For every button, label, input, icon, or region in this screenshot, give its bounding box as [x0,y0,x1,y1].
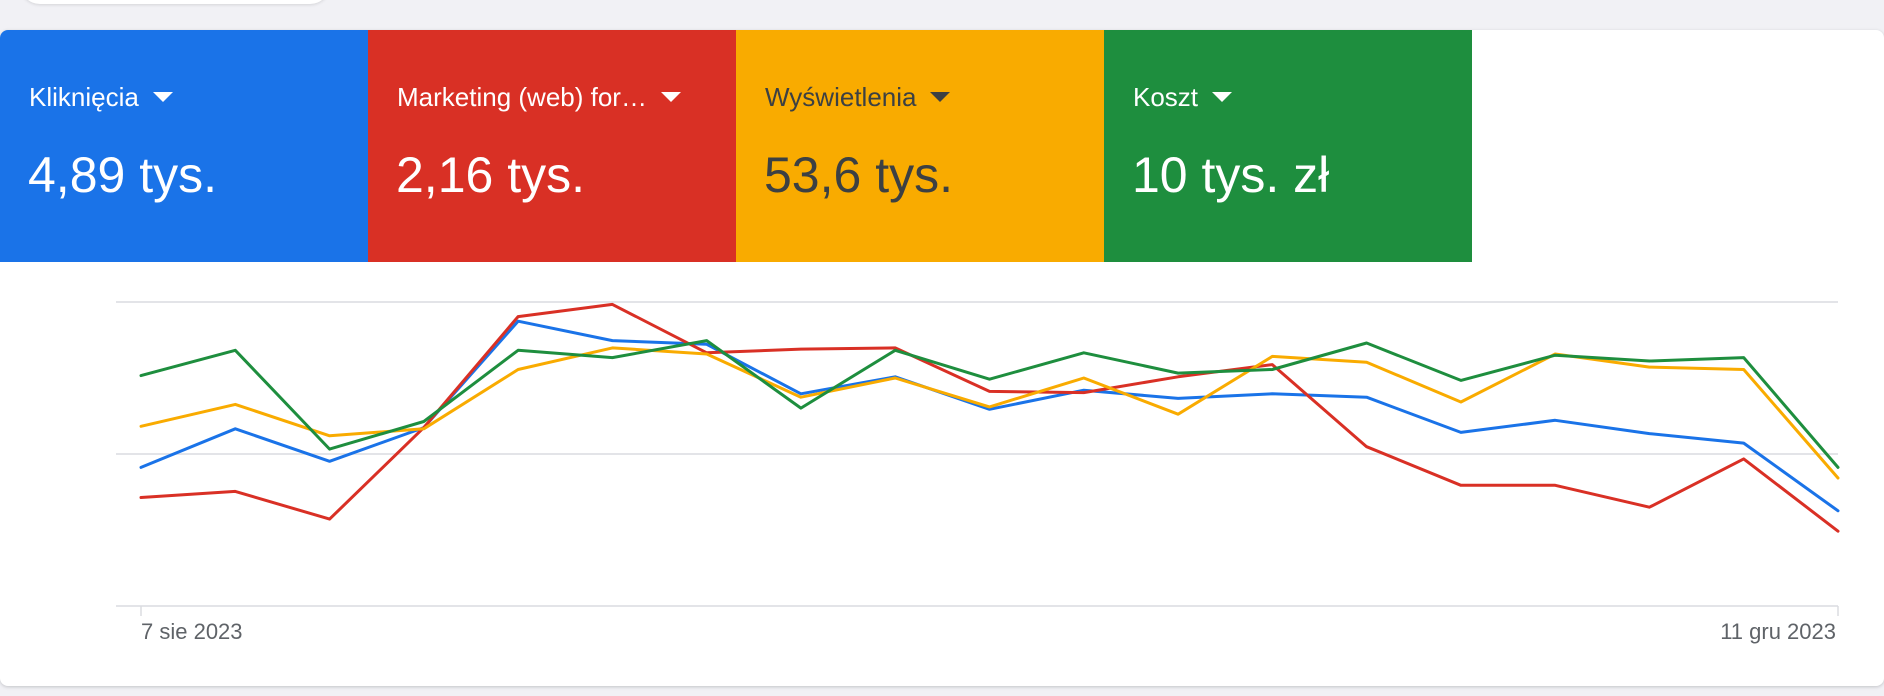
line-chart: 7 sie 2023 11 gru 2023 [116,301,1840,644]
metric-value: 4,89 tys. [28,147,217,203]
performance-card: Kliknięcia 4,89 tys. Marketing (web) for… [0,30,1884,686]
dropdown-caret-icon[interactable] [152,92,173,102]
dropdown-caret-icon[interactable] [1212,92,1233,102]
metric-label: Wyświetlenia [765,82,917,112]
dropdown-caret-icon[interactable] [930,92,951,102]
metric-label: Koszt [1133,82,1199,112]
dropdown-caret-icon[interactable] [660,92,681,102]
series-line-1 [139,302,1840,533]
x-tick-label: 7 sie 2023 [141,619,243,644]
metric-tile-cost[interactable]: Koszt 10 tys. zł [1104,30,1472,262]
metric-header[interactable]: Kliknięcia [29,82,173,112]
top-tab [20,0,330,4]
metric-header[interactable]: Marketing (web) for… [397,82,681,112]
series-line-2 [139,346,1840,480]
metric-header[interactable]: Koszt [1133,82,1233,112]
series-line-0 [139,319,1840,513]
series-line-3 [139,339,1840,469]
metric-tile-marketing[interactable]: Marketing (web) for… 2,16 tys. [368,30,736,262]
metric-value: 53,6 tys. [764,147,953,203]
metric-tile-impressions[interactable]: Wyświetlenia 53,6 tys. [736,30,1104,262]
metric-value: 2,16 tys. [396,147,585,203]
metric-header[interactable]: Wyświetlenia [765,82,951,112]
metric-tile-clicks[interactable]: Kliknięcia 4,89 tys. [0,30,368,262]
metric-value: 10 tys. zł [1132,147,1330,203]
x-tick-label: 11 gru 2023 [1720,619,1836,644]
metric-tiles: Kliknięcia 4,89 tys. Marketing (web) for… [0,30,1472,262]
metric-label: Marketing (web) for… [397,82,647,112]
metric-label: Kliknięcia [29,82,139,112]
